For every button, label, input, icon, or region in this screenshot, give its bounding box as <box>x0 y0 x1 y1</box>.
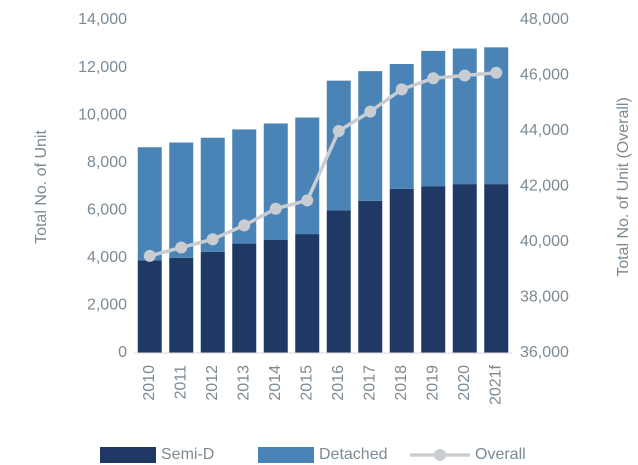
bar <box>452 48 477 185</box>
bar <box>358 200 383 353</box>
legend-marker <box>434 449 446 461</box>
legend-label: Detached <box>319 446 388 463</box>
bar <box>452 184 477 353</box>
line-marker <box>175 241 188 254</box>
line-marker <box>427 72 440 85</box>
bar <box>232 243 257 353</box>
y2-tick-label: 46,000 <box>520 67 569 84</box>
x-tick-label: 2015 <box>298 365 315 401</box>
x-tick-label: 2019 <box>424 365 441 401</box>
bar <box>389 188 414 353</box>
x-tick-label: 2018 <box>393 365 410 401</box>
y-tick-label: 8,000 <box>87 154 127 171</box>
line-marker <box>206 233 219 246</box>
x-tick-label: 2013 <box>235 365 252 401</box>
x-tick-label: 2014 <box>267 365 284 401</box>
y-axis-title: Total No. of Unit <box>33 130 50 244</box>
y-tick-label: 12,000 <box>78 59 127 76</box>
bar <box>137 147 162 261</box>
y-tick-label: 14,000 <box>78 11 127 28</box>
y-tick-label: 4,000 <box>87 249 127 266</box>
bar <box>200 251 225 353</box>
bar <box>169 142 194 258</box>
bar <box>137 260 162 353</box>
legend-label: Semi-D <box>161 446 214 463</box>
y2-tick-label: 38,000 <box>520 289 569 306</box>
line-marker <box>143 249 156 262</box>
line-marker <box>458 69 471 82</box>
x-tick-label: 2010 <box>141 365 158 401</box>
line-marker <box>332 125 345 137</box>
x-tick-label: 2021f <box>487 364 504 405</box>
line-marker <box>269 202 282 215</box>
y2-tick-label: 44,000 <box>520 122 569 139</box>
y-tick-label: 2,000 <box>87 297 127 314</box>
line-marker <box>364 105 377 118</box>
bar <box>200 137 225 252</box>
y2-axis-title: Total No. of Unit (Overall) <box>615 97 632 277</box>
legend-label: Overall <box>475 446 526 463</box>
bar <box>358 71 383 201</box>
bar <box>295 117 320 235</box>
y2-tick-label: 48,000 <box>520 11 569 28</box>
bar <box>295 234 320 353</box>
bar <box>326 210 351 353</box>
y2-tick-label: 42,000 <box>520 178 569 195</box>
y2-tick-label: 40,000 <box>520 233 569 250</box>
line-marker <box>395 83 408 96</box>
bar <box>421 186 446 353</box>
legend-swatch <box>100 447 156 463</box>
y-tick-label: 10,000 <box>78 106 127 123</box>
x-tick-label: 2020 <box>456 365 473 401</box>
y2-tick-label: 36,000 <box>520 344 569 361</box>
bar <box>389 64 414 189</box>
x-tick-label: 2012 <box>204 365 221 401</box>
y-tick-label: 6,000 <box>87 202 127 219</box>
y-tick-label: 0 <box>118 344 127 361</box>
x-tick-label: 2011 <box>172 365 189 400</box>
x-tick-label: 2016 <box>330 365 347 401</box>
line-marker <box>301 194 314 207</box>
legend-swatch <box>258 447 314 463</box>
bar <box>263 123 288 241</box>
x-tick-label: 2017 <box>361 365 378 401</box>
line-marker <box>490 66 503 79</box>
bar <box>263 240 288 353</box>
bar <box>169 257 194 353</box>
bar <box>484 184 509 353</box>
bar <box>421 50 446 187</box>
line-marker <box>238 219 251 232</box>
